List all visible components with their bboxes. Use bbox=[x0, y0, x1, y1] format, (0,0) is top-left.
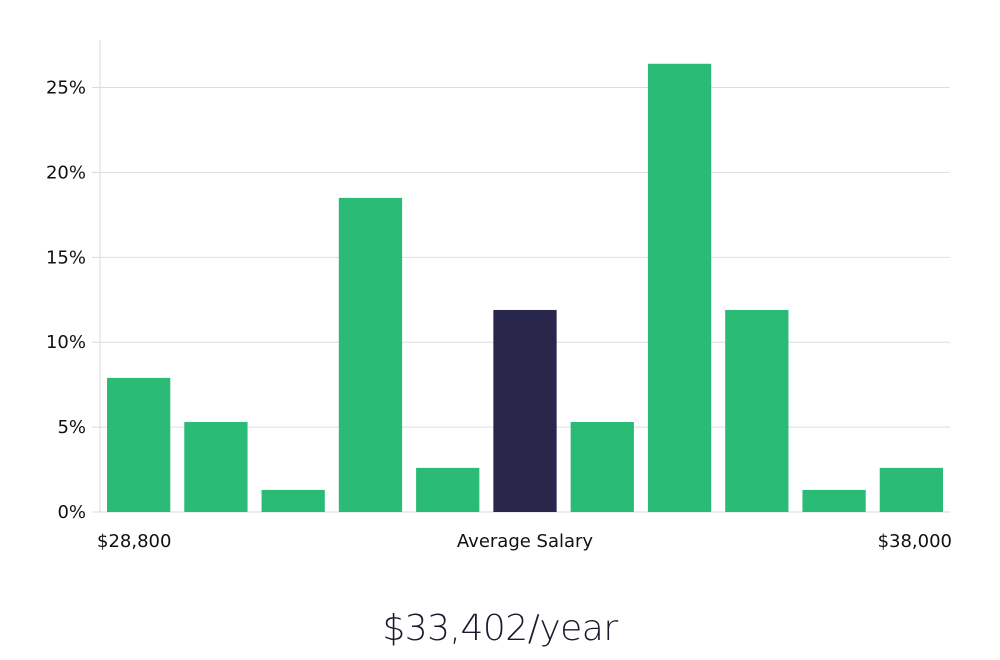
bar bbox=[879, 467, 943, 512]
bar bbox=[261, 489, 325, 512]
bar bbox=[802, 489, 866, 512]
bars bbox=[107, 63, 943, 513]
average-salary-value: $33,402/year bbox=[382, 608, 618, 649]
x-right-label: $38,000 bbox=[878, 531, 952, 552]
bar bbox=[647, 63, 712, 513]
x-center-label: Average Salary bbox=[457, 531, 594, 552]
y-tick-label: 10% bbox=[46, 332, 86, 353]
bar bbox=[107, 377, 171, 512]
y-tick-label: 20% bbox=[46, 162, 86, 183]
bar bbox=[184, 422, 248, 512]
bar bbox=[338, 197, 403, 512]
y-tick-label: 25% bbox=[46, 78, 86, 99]
bar-average-salary bbox=[493, 309, 557, 512]
x-left-label: $28,800 bbox=[97, 531, 171, 552]
salary-histogram: 0%5%10%15%20%25% $28,800 Average Salary … bbox=[46, 40, 952, 552]
bar bbox=[725, 309, 789, 512]
y-axis-ticks: 0% 5% 10% 15% 20% 25% bbox=[46, 78, 100, 523]
bar bbox=[416, 467, 480, 512]
bar bbox=[570, 422, 634, 512]
gridlines bbox=[100, 87, 950, 428]
y-tick-label: 5% bbox=[57, 417, 86, 438]
y-tick-label: 0% bbox=[57, 502, 86, 523]
y-tick-label: 15% bbox=[46, 247, 86, 268]
